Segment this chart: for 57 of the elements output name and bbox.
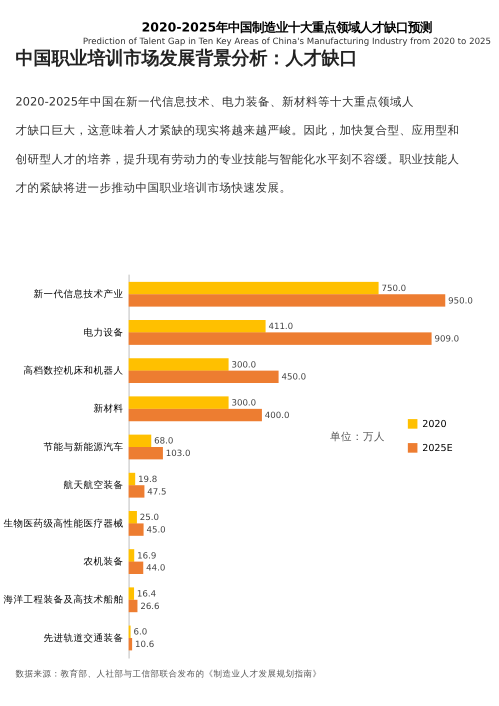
bar	[128, 587, 134, 600]
bar	[128, 485, 144, 498]
source-note: 数据来源：教育部、人社部与工信部联合发布的《制造业人才发展规划指南》	[15, 668, 322, 680]
bar	[128, 549, 134, 562]
bar	[128, 434, 152, 448]
data-label: 10.6	[135, 640, 154, 650]
data-label: 19.8	[138, 474, 158, 485]
data-label: 750.0	[381, 284, 406, 294]
bar	[128, 332, 432, 345]
y-tick-label: 高档数控机床和机器人	[23, 364, 124, 377]
text: 2020-2025年中国制造业十大重点领域人才缺口预测	[142, 19, 432, 34]
data-label: 44.0	[146, 564, 166, 574]
data-label: 909.0	[434, 334, 460, 345]
data-label: 400.0	[264, 410, 290, 421]
bar	[128, 282, 379, 294]
bar	[128, 600, 138, 612]
y-tick-label: 先进轨道交通装备	[43, 632, 124, 644]
bar	[128, 510, 137, 524]
data-label: 16.4	[136, 589, 156, 600]
bar	[128, 638, 132, 650]
text: 2020-2025年中国在新一代信息技术、电力装备、新材料等十大重点领域人才缺口巨大，这意味着人才紧缺的现实将越来越严峻。因此，加快复合型、应用型和创研型人才的培养，提升现有劳动力的专业技能与智能化水平刻不容缓。职业技能人才的紧缺将进一步推动中国职业培训市场快速发展。	[15, 94, 460, 195]
bar	[128, 358, 229, 371]
legend-label: 2020	[422, 418, 447, 430]
annotation: 单位：万人	[330, 430, 386, 444]
y-tick-label: 节能与新能源汽车	[43, 440, 124, 453]
bar	[128, 562, 144, 574]
data-label: 450.0	[281, 372, 306, 383]
y-tick-label: 海洋工程装备及高技术船舶	[3, 594, 124, 606]
y-tick-label: 新一代信息技术产业	[33, 288, 124, 300]
data-label: 68.0	[154, 436, 174, 447]
bar	[128, 294, 446, 307]
bar	[128, 523, 144, 536]
y-tick-label: 电力设备	[83, 326, 124, 338]
legend-label: 2025E	[422, 442, 453, 454]
data-label: 45.0	[146, 525, 166, 536]
bar	[128, 370, 279, 384]
bar	[128, 320, 266, 332]
bar	[128, 472, 136, 486]
data-label: 950.0	[448, 296, 473, 306]
data-label: 300.0	[231, 360, 256, 370]
y-tick-label: 农机装备	[83, 555, 124, 568]
data-label: 47.5	[147, 487, 167, 498]
bar	[128, 396, 229, 409]
y-tick-label: 新材料	[93, 402, 124, 415]
bar	[128, 447, 163, 460]
data-label: 26.6	[140, 602, 160, 612]
data-label: 25.0	[140, 513, 160, 524]
data-label: 411.0	[268, 322, 294, 332]
y-tick-label: 航天航空装备	[63, 479, 124, 492]
data-label: 6.0	[133, 628, 148, 638]
data-label: 16.9	[137, 551, 156, 562]
chart-title: 中国职业培训市场发展背景分析：人才缺口	[15, 48, 358, 70]
data-label: 300.0	[231, 398, 256, 408]
y-tick-label: 生物医药级高性能医疗器械	[3, 517, 124, 530]
text: Prediction of Talent Gap in Ten Key Areas of China's Manufacturing Industry from 2020 to 2025	[82, 36, 492, 47]
data-label: 103.0	[166, 449, 191, 460]
bar	[128, 408, 262, 422]
